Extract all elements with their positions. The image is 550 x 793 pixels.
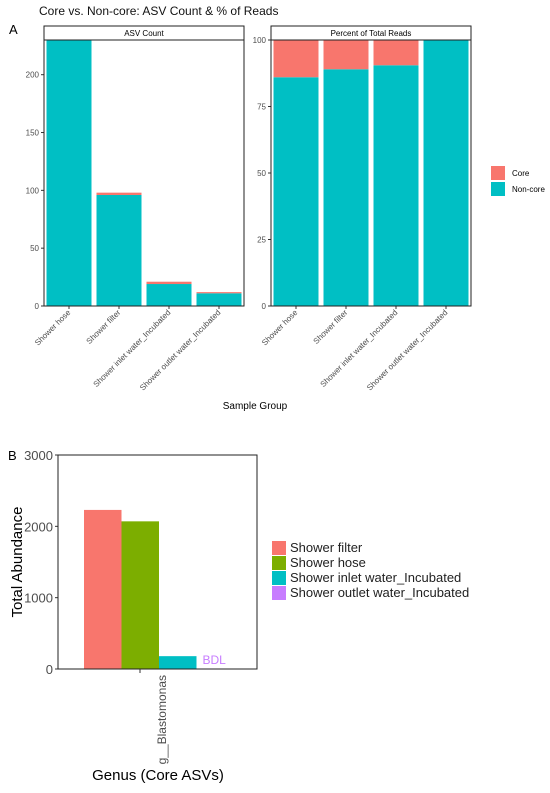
- legend-swatch: [272, 586, 286, 600]
- x-tick-label: Shower filter: [85, 308, 123, 346]
- facet-1-bars: [46, 40, 242, 306]
- y-tick-label: 75: [257, 103, 266, 112]
- bar-core-1: [323, 40, 369, 70]
- y-tick-label: 3000: [24, 448, 53, 463]
- y-tick-label: 50: [30, 244, 39, 253]
- legend-core-label: Core: [512, 169, 530, 178]
- facet-2-frame: [270, 39, 472, 307]
- bar-non-core-3: [196, 293, 242, 306]
- bar-non-core-2: [373, 65, 419, 307]
- bar-shower-hose: [121, 521, 159, 669]
- panel-a-legend: Core Non-core: [491, 166, 545, 196]
- legend-noncore-label: Non-core: [512, 185, 545, 194]
- panel-b-y-axis-label: Total Abundance: [9, 507, 26, 618]
- y-tick-label: 0: [262, 302, 267, 311]
- panel-a-x-axis-label: Sample Group: [223, 401, 288, 412]
- y-tick-label: 50: [257, 169, 266, 178]
- bar-non-core-3: [423, 40, 469, 306]
- bar-non-core-1: [323, 69, 369, 306]
- panel-b-letter: B: [8, 448, 17, 463]
- facet-1-title: ASV Count: [124, 29, 164, 38]
- bar-core-2: [146, 281, 192, 285]
- legend-label: Shower filter: [290, 540, 363, 555]
- bar-core-3: [196, 292, 242, 294]
- bar-non-core-0: [46, 40, 92, 306]
- panel-a-letter: A: [9, 22, 18, 37]
- legend-label: Shower hose: [290, 555, 366, 570]
- bar-non-core-0: [273, 77, 319, 307]
- bar-shower-inlet-water-incubated: [159, 656, 197, 669]
- legend-swatch: [272, 556, 286, 570]
- y-tick-label: 100: [26, 186, 40, 195]
- panel-b-x-axis-label: Genus (Core ASVs): [92, 767, 224, 784]
- bar-core-1: [96, 192, 142, 195]
- bar-core-2: [373, 40, 419, 66]
- y-tick-label: 0: [35, 302, 40, 311]
- x-tick-label: Shower hose: [33, 308, 73, 348]
- legend-swatch: [272, 541, 286, 555]
- facet-2-y-ticks: 0 25 50 75 100: [253, 36, 271, 311]
- y-tick-label: 150: [26, 129, 40, 138]
- y-tick-label: 100: [253, 36, 267, 45]
- panel-b-x-tick-label: g__Blastomonas: [155, 675, 169, 764]
- x-tick-label: Shower outlet water_Incubated: [138, 308, 222, 392]
- legend-label: Shower outlet water_Incubated: [290, 585, 469, 600]
- facet-1-frame: [43, 39, 245, 307]
- x-tick-label: Shower hose: [260, 308, 300, 348]
- x-tick-label: Shower filter: [312, 308, 350, 346]
- bar-core-0: [273, 40, 319, 78]
- panel-b-y-ticks: 0 1000 2000 3000: [24, 448, 58, 677]
- panel-a-title: Core vs. Non-core: ASV Count & % of Read…: [39, 4, 278, 18]
- panel-b-frame: [57, 454, 258, 670]
- facet-percent-reads: Percent of Total Reads 0 25 50 75 100 Shower…: [253, 25, 472, 392]
- y-tick-label: 1000: [24, 591, 53, 606]
- legend-noncore-swatch: [491, 182, 505, 196]
- facet-1-y-ticks: 0 50 100 150 200: [26, 71, 44, 311]
- facet-asv-count: ASV Count 0 50 100 150 200 Shower hose Shower…: [26, 25, 245, 392]
- bdl-label: BDL: [203, 653, 227, 667]
- y-tick-label: 0: [46, 662, 53, 677]
- bar-non-core-2: [146, 284, 192, 306]
- y-tick-label: 200: [26, 71, 40, 80]
- y-tick-label: 25: [257, 236, 266, 245]
- panel-b-plot: 0 1000 2000 3000 g__Blastomonas BDL: [24, 448, 258, 764]
- panel-b-bars: [84, 509, 197, 669]
- facet-2-bars: [273, 40, 469, 307]
- legend-core-swatch: [491, 166, 505, 180]
- facet-2-title: Percent of Total Reads: [331, 29, 412, 38]
- bar-shower-filter: [84, 509, 122, 669]
- x-tick-label: Shower outlet water_Incubated: [365, 308, 449, 392]
- legend-swatch: [272, 571, 286, 585]
- bar-non-core-1: [96, 194, 142, 306]
- legend-label: Shower inlet water_Incubated: [290, 570, 461, 585]
- y-tick-label: 2000: [24, 519, 53, 534]
